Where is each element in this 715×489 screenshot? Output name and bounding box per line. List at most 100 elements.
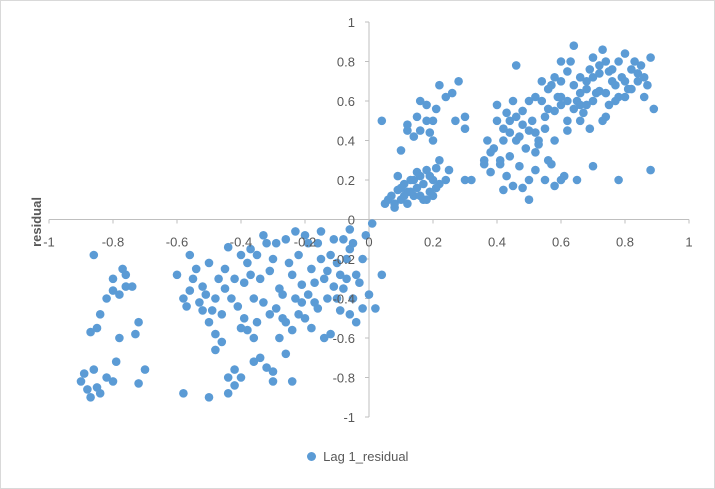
data-point <box>556 57 566 66</box>
data-point <box>275 333 284 343</box>
data-point <box>607 65 617 74</box>
data-point <box>310 298 319 307</box>
data-point <box>598 45 607 54</box>
data-point <box>252 317 262 327</box>
data-point <box>345 310 355 319</box>
data-point <box>364 290 374 299</box>
legend-label: Lag 1_residual <box>323 449 409 465</box>
data-point <box>467 175 476 185</box>
data-point <box>550 73 559 82</box>
data-point <box>323 266 332 276</box>
y-tick-label: 0 <box>348 213 355 228</box>
data-point <box>223 242 233 252</box>
data-point <box>620 49 630 58</box>
data-point <box>319 274 329 284</box>
data-point <box>217 310 227 319</box>
data-point <box>403 199 412 208</box>
data-point <box>111 357 121 367</box>
axes <box>48 21 690 418</box>
data-point <box>499 185 508 195</box>
data-point <box>329 235 339 244</box>
data-point <box>524 126 534 135</box>
data-point <box>83 385 92 394</box>
data-point <box>505 152 515 161</box>
data-point <box>588 161 598 171</box>
data-point <box>387 191 396 201</box>
data-point <box>89 250 99 260</box>
x-tick-label: -0.6 <box>166 235 188 250</box>
data-point <box>540 175 550 185</box>
data-point <box>345 225 355 234</box>
data-point <box>140 365 150 374</box>
data-point <box>230 365 239 374</box>
y-tick-label: -0.2 <box>333 252 355 267</box>
data-point <box>646 53 655 62</box>
data-point <box>639 92 649 102</box>
data-point <box>486 148 495 157</box>
data-point <box>185 250 195 260</box>
data-point <box>582 84 591 94</box>
data-point <box>230 381 239 390</box>
data-point <box>95 389 105 398</box>
data-point <box>115 290 124 299</box>
x-tick-label: 1 <box>685 235 692 250</box>
data-point <box>121 282 131 291</box>
data-point <box>495 159 505 169</box>
data-point <box>537 77 547 86</box>
data-point <box>422 116 431 126</box>
data-point <box>499 124 508 133</box>
data-point <box>428 191 438 201</box>
data-point <box>431 163 441 173</box>
data-point <box>335 306 345 315</box>
data-point <box>102 373 111 382</box>
data-point <box>412 112 422 122</box>
data-point <box>89 365 99 374</box>
data-point <box>255 274 265 284</box>
data-point <box>348 294 358 303</box>
data-point <box>396 183 406 193</box>
data-point <box>575 73 585 82</box>
data-point <box>246 244 255 254</box>
data-point <box>601 88 611 98</box>
x-tick-label: -0.8 <box>102 235 124 250</box>
data-point <box>569 41 579 50</box>
data-point <box>172 270 182 280</box>
data-point <box>207 306 217 315</box>
data-point <box>646 165 655 175</box>
data-point <box>556 77 566 86</box>
data-point <box>441 92 451 102</box>
data-point <box>441 175 451 185</box>
data-point <box>335 270 345 280</box>
data-point <box>550 181 559 191</box>
data-point <box>86 393 95 402</box>
data-point <box>313 238 323 248</box>
data-point <box>431 104 441 114</box>
data-point <box>543 156 553 165</box>
data-point <box>460 112 470 122</box>
data-point <box>246 270 255 280</box>
data-point <box>614 57 623 66</box>
data-point <box>79 369 89 378</box>
data-point <box>566 57 575 66</box>
data-point <box>188 274 198 284</box>
data-point <box>204 317 214 327</box>
tick-labels: -1 -0.8 -0.6 -0.4 -0.2 0 0.2 0.4 0.6 0.8 1 -1 -0.8 -0… <box>43 15 692 425</box>
x-tick-label: -1 <box>43 235 55 250</box>
data-point <box>303 238 313 248</box>
data-point <box>291 227 300 236</box>
data-point <box>524 175 534 185</box>
data-point <box>342 274 351 284</box>
data-point <box>271 304 281 313</box>
data-point <box>425 128 435 137</box>
data-point <box>505 116 515 126</box>
data-point <box>268 254 278 264</box>
data-point <box>633 77 643 86</box>
data-point <box>508 96 518 106</box>
data-point <box>252 250 262 260</box>
data-point <box>179 294 188 303</box>
data-point <box>223 373 233 382</box>
y-tick-label: -1 <box>343 410 355 425</box>
data-point <box>131 329 140 339</box>
data-point <box>588 73 598 82</box>
